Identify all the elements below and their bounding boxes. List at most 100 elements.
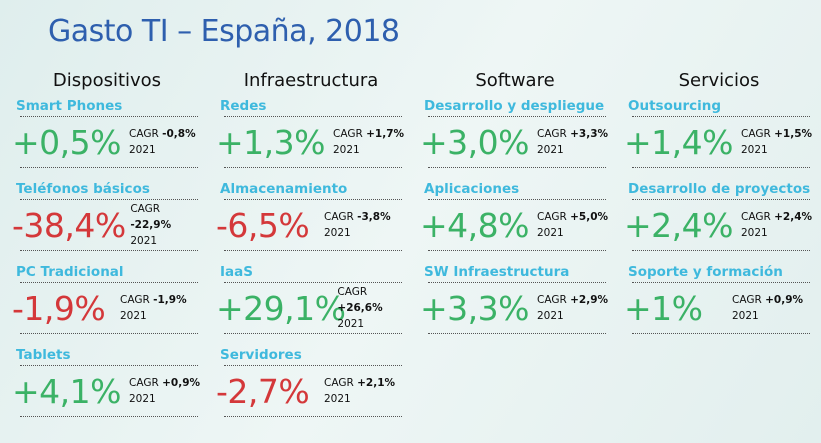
cagr-year: 2021 xyxy=(120,310,147,322)
cagr-note: CAGR +5,0% 2021 xyxy=(537,209,608,241)
metric-label: Redes xyxy=(220,98,267,114)
cagr-label: CAGR xyxy=(741,211,771,223)
divider xyxy=(428,333,606,334)
metric-row: +1,3% CAGR +1,7% 2021 xyxy=(216,117,406,167)
metric-card: Desarrollo y despliegue +3,0% CAGR +3,3%… xyxy=(420,96,610,179)
divider xyxy=(20,282,198,283)
divider xyxy=(224,199,402,200)
metric-card: PC Tradicional -1,9% CAGR -1,9% 2021 xyxy=(12,262,202,345)
cagr-year: 2021 xyxy=(741,144,768,156)
metric-row: +4,8% CAGR +5,0% 2021 xyxy=(420,200,610,250)
cagr-note: CAGR +1,5% 2021 xyxy=(741,126,812,158)
cagr-year: 2021 xyxy=(324,393,351,405)
metric-row: -2,7% CAGR +2,1% 2021 xyxy=(216,366,406,416)
metric-value: +1,4% xyxy=(624,122,734,162)
column-header: Dispositivos xyxy=(52,70,162,91)
cagr-value: +2,1% xyxy=(357,377,396,389)
cagr-note: CAGR +2,1% 2021 xyxy=(324,375,395,407)
metric-value: -2,7% xyxy=(216,371,310,411)
cagr-value: +0,9% xyxy=(765,294,804,306)
cagr-label: CAGR xyxy=(741,128,771,140)
divider xyxy=(20,333,198,334)
cagr-value: +3,3% xyxy=(570,128,609,140)
column-header: Software xyxy=(475,70,555,91)
cagr-year: 2021 xyxy=(129,144,156,156)
cagr-value: +1,5% xyxy=(774,128,813,140)
cagr-note: CAGR +0,9% 2021 xyxy=(732,292,803,324)
cagr-year: 2021 xyxy=(537,144,564,156)
metric-row: +29,1% CAGR +26,6% 2021 xyxy=(216,283,406,333)
divider xyxy=(20,250,198,251)
metric-row: +3,0% CAGR +3,3% 2021 xyxy=(420,117,610,167)
cagr-label: CAGR xyxy=(537,128,567,140)
divider xyxy=(632,199,810,200)
cagr-value: -0,8% xyxy=(162,128,196,140)
cagr-value: -22,9% xyxy=(130,219,172,231)
metric-label: Soporte y formación xyxy=(628,264,783,280)
divider xyxy=(632,116,810,117)
metric-card: Teléfonos básicos -38,4% CAGR -22,9% 2021 xyxy=(12,179,202,262)
column-infraestructura: Infraestructura Redes +1,3% CAGR +1,7% 20… xyxy=(216,66,406,428)
metric-label: Desarrollo de proyectos xyxy=(628,181,811,197)
divider xyxy=(224,250,402,251)
metric-value: +3,0% xyxy=(420,122,530,162)
cagr-label: CAGR xyxy=(732,294,762,306)
divider xyxy=(632,333,810,334)
cagr-value: +26,6% xyxy=(337,302,383,314)
cagr-value: +0,9% xyxy=(162,377,201,389)
metric-value: +2,4% xyxy=(624,205,734,245)
metric-value: +1,3% xyxy=(216,122,326,162)
divider xyxy=(632,167,810,168)
metric-label: Tablets xyxy=(16,347,71,363)
divider xyxy=(428,116,606,117)
metric-value: -38,4% xyxy=(12,205,126,245)
cagr-year: 2021 xyxy=(129,393,156,405)
divider xyxy=(428,199,606,200)
cagr-year: 2021 xyxy=(130,235,158,247)
divider xyxy=(224,333,402,334)
divider xyxy=(20,365,198,366)
metric-card: Servidores -2,7% CAGR +2,1% 2021 xyxy=(216,345,406,428)
divider xyxy=(428,250,606,251)
divider xyxy=(20,416,198,417)
column-software: Software Desarrollo y despliegue +3,0% C… xyxy=(420,66,610,345)
metric-label: Servidores xyxy=(220,347,302,363)
metric-card: Redes +1,3% CAGR +1,7% 2021 xyxy=(216,96,406,179)
cagr-value: -1,9% xyxy=(153,294,187,306)
cagr-year: 2021 xyxy=(537,227,564,239)
metric-card: SW Infraestructura +3,3% CAGR +2,9% 2021 xyxy=(420,262,610,345)
cagr-label: CAGR xyxy=(324,377,354,389)
slide-title: Gasto TI – España, 2018 xyxy=(48,14,400,49)
cagr-year: 2021 xyxy=(333,144,360,156)
cagr-year: 2021 xyxy=(732,310,759,322)
metric-row: -38,4% CAGR -22,9% 2021 xyxy=(12,200,202,250)
column-servicios: Servicios Outsourcing +1,4% CAGR +1,5% 20… xyxy=(624,66,814,345)
metric-row: +2,4% CAGR +2,4% 2021 xyxy=(624,200,814,250)
cagr-note: CAGR -1,9% 2021 xyxy=(120,292,187,324)
divider xyxy=(224,282,402,283)
metric-label: SW Infraestructura xyxy=(424,264,570,280)
cagr-note: CAGR -0,8% 2021 xyxy=(129,126,196,158)
cagr-year: 2021 xyxy=(741,227,768,239)
metric-row: +0,5% CAGR -0,8% 2021 xyxy=(12,117,202,167)
metric-value: +0,5% xyxy=(12,122,122,162)
metric-row: -6,5% CAGR -3,8% 2021 xyxy=(216,200,406,250)
metric-card: Tablets +4,1% CAGR +0,9% 2021 xyxy=(12,345,202,428)
metric-label: Teléfonos básicos xyxy=(16,181,150,197)
cagr-year: 2021 xyxy=(537,310,564,322)
cagr-label: CAGR xyxy=(537,211,567,223)
cagr-note: CAGR -3,8% 2021 xyxy=(324,209,391,241)
metric-value: -1,9% xyxy=(12,288,106,328)
divider xyxy=(632,250,810,251)
metric-card: Outsourcing +1,4% CAGR +1,5% 2021 xyxy=(624,96,814,179)
cagr-label: CAGR xyxy=(130,203,161,215)
metric-value: +29,1% xyxy=(216,288,346,328)
metric-label: Outsourcing xyxy=(628,98,722,114)
metric-row: +4,1% CAGR +0,9% 2021 xyxy=(12,366,202,416)
metric-label: Aplicaciones xyxy=(424,181,520,197)
divider xyxy=(428,167,606,168)
metric-card: Almacenamiento -6,5% CAGR -3,8% 2021 xyxy=(216,179,406,262)
cagr-note: CAGR +0,9% 2021 xyxy=(129,375,200,407)
metric-card: Aplicaciones +4,8% CAGR +5,0% 2021 xyxy=(420,179,610,262)
divider xyxy=(224,365,402,366)
